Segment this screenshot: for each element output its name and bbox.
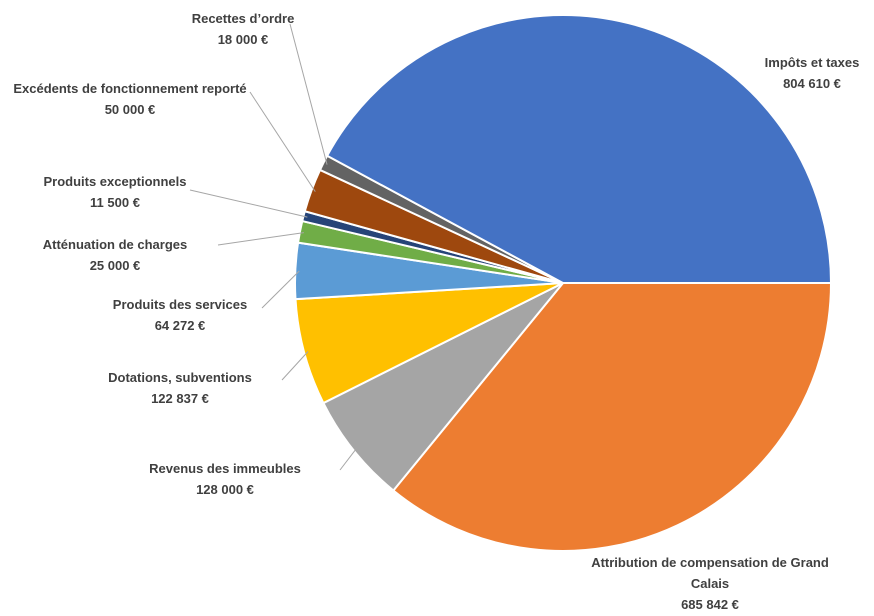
data-label: Dotations, subventions 122 837 € (80, 367, 280, 409)
label-name: Atténuation de charges (42, 237, 188, 252)
leader-line (289, 23, 328, 165)
label-name: Produits des services (112, 297, 248, 312)
data-label: Impôts et taxes 804 610 € (747, 52, 874, 94)
pie-slice (391, 282, 833, 552)
leader-line (189, 189, 308, 218)
label-value: 685 842 € (681, 597, 739, 612)
label-name: Revenus des immeubles (149, 461, 301, 476)
data-label: Attribution de compensation de Grand Cal… (590, 552, 830, 615)
leader-line (217, 232, 304, 246)
label-value: 64 272 € (154, 318, 206, 333)
label-value: 804 610 € (783, 76, 841, 91)
data-label: Recettes d’ordre 18 000 € (168, 8, 318, 50)
leader-line (261, 270, 300, 309)
label-value: 18 000 € (217, 32, 269, 47)
label-value: 25 000 € (89, 258, 141, 273)
label-value: 50 000 € (104, 102, 156, 117)
pie-slice (325, 14, 833, 284)
label-name: Recettes d’ordre (191, 11, 295, 26)
data-label: Produits exceptionnels 11 500 € (15, 171, 215, 213)
label-value: 128 000 € (196, 482, 254, 497)
leader-line (339, 447, 358, 471)
label-name: Dotations, subventions (108, 370, 252, 385)
pie-slice (322, 282, 564, 492)
leader-line (249, 91, 316, 192)
data-label: Revenus des immeubles 128 000 € (115, 458, 335, 500)
label-name: Excédents de fonctionnement reporté (13, 81, 247, 96)
data-label: Produits des services 64 272 € (80, 294, 280, 336)
label-name: Produits exceptionnels (43, 174, 187, 189)
label-value: 122 837 € (151, 391, 209, 406)
leader-line (281, 351, 309, 381)
label-name: Impôts et taxes (764, 55, 860, 70)
data-label: Atténuation de charges 25 000 € (15, 234, 215, 276)
data-label: Excédents de fonctionnement reporté 50 00… (5, 78, 255, 120)
label-value: 11 500 € (90, 195, 140, 210)
label-name: Attribution de compensation de Grand Cal… (591, 555, 829, 591)
